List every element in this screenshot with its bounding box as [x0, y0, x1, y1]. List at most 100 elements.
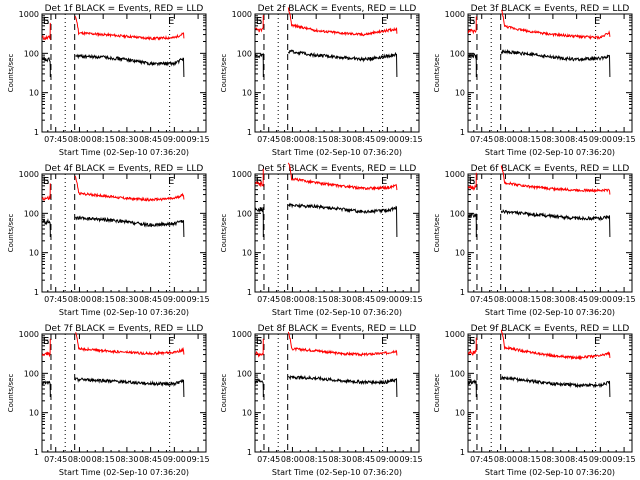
y-tick-label: 1000 — [445, 10, 465, 19]
y-tick-label: 100 — [450, 49, 465, 58]
y-tick-label: 10 — [242, 409, 252, 418]
x-tick-label: 09:15 — [400, 455, 423, 464]
series-events — [254, 49, 398, 78]
plot-frame — [254, 333, 420, 453]
y-tick-label: 1000 — [232, 170, 252, 179]
x-tick-label: 07:45 — [257, 295, 280, 304]
x-tick-label: 08:15 — [518, 295, 541, 304]
plot-frame — [254, 13, 420, 133]
series-lld — [41, 175, 185, 202]
marker-e: E — [594, 176, 600, 187]
marker-s: S — [469, 176, 475, 187]
x-tick-label: 08:15 — [92, 135, 115, 144]
x-tick-label: 08:30 — [328, 455, 351, 464]
y-axis-label: Counts/sec — [7, 54, 15, 93]
marker-e-left: E — [256, 336, 262, 347]
panel-title: Det 1f BLACK = Events, RED = LLD — [45, 4, 204, 14]
x-tick-label: 08:15 — [305, 455, 328, 464]
x-tick-label: 07:45 — [44, 135, 67, 144]
panel-title: Det 7f BLACK = Events, RED = LLD — [45, 324, 204, 334]
x-tick-label: 08:30 — [541, 295, 564, 304]
x-tick-label: 07:45 — [470, 295, 493, 304]
x-tick-label: 07:45 — [470, 455, 493, 464]
y-tick-label: 100 — [450, 369, 465, 378]
x-tick-label: 09:15 — [187, 295, 210, 304]
marker-s: S — [469, 16, 475, 27]
panel-det-4f: Det 4f BLACK = Events, RED = LLD 1 10 100 10… — [7, 164, 210, 317]
y-tick-label: 100 — [450, 209, 465, 218]
x-tick-label: 09:15 — [613, 135, 636, 144]
x-tick-label: 08:30 — [115, 295, 138, 304]
panel-title: Det 4f BLACK = Events, RED = LLD — [45, 164, 204, 174]
x-tick-label: 08:45 — [352, 455, 375, 464]
panel-det-2f: Det 2f BLACK = Events, RED = LLD 1 10 100 10… — [220, 4, 423, 157]
panel-title: Det 2f BLACK = Events, RED = LLD — [258, 4, 417, 14]
y-tick-label: 10 — [455, 409, 465, 418]
x-tick-label: 07:45 — [257, 455, 280, 464]
marker-s: S — [43, 336, 49, 347]
y-axis-label: Counts/sec — [220, 54, 228, 93]
x-axis-label: Start Time (02-Sep-10 07:36:20) — [272, 468, 402, 477]
panel-det-9f: Det 9f BLACK = Events, RED = LLD 1 10 100 10… — [433, 324, 636, 477]
marker-s: S — [256, 16, 262, 27]
marker-e-left: E — [43, 336, 49, 347]
x-tick-label: 08:15 — [518, 135, 541, 144]
y-tick-label: 1 — [34, 448, 39, 457]
y-axis-label: Counts/sec — [7, 374, 15, 413]
y-tick-label: 100 — [237, 369, 252, 378]
marker-s: S — [43, 176, 49, 187]
plot-frame — [41, 13, 207, 133]
y-tick-label: 100 — [237, 49, 252, 58]
panel-det-1f: Det 1f BLACK = Events, RED = LLD 1 10 100 10… — [7, 4, 210, 157]
series-events — [467, 209, 611, 238]
x-tick-label: 08:15 — [305, 295, 328, 304]
x-axis-label: Start Time (02-Sep-10 07:36:20) — [59, 148, 189, 157]
x-tick-label: 09:00 — [589, 135, 612, 144]
marker-e: E — [168, 336, 174, 347]
x-tick-label: 08:45 — [565, 295, 588, 304]
x-tick-label: 08:45 — [139, 455, 162, 464]
marker-e-left: E — [469, 336, 475, 347]
y-tick-label: 1000 — [19, 170, 39, 179]
plot-frame — [467, 333, 633, 453]
x-axis-label: Start Time (02-Sep-10 07:36:20) — [485, 468, 615, 477]
panel-det-5f: Det 5f BLACK = Events, RED = LLD 1 10 100 10… — [220, 162, 423, 317]
series-events — [467, 48, 611, 78]
x-tick-label: 08:30 — [541, 135, 564, 144]
y-tick-label: 10 — [29, 249, 39, 258]
x-tick-label: 08:15 — [92, 455, 115, 464]
marker-e: E — [168, 176, 174, 187]
y-tick-label: 1 — [247, 128, 252, 137]
x-tick-label: 07:45 — [44, 295, 67, 304]
x-tick-label: 08:45 — [139, 135, 162, 144]
panel-det-7f: Det 7f BLACK = Events, RED = LLD 1 10 100 10… — [7, 324, 210, 477]
plot-frame — [467, 173, 633, 293]
x-tick-label: 09:15 — [400, 135, 423, 144]
x-axis-label: Start Time (02-Sep-10 07:36:20) — [272, 148, 402, 157]
series-events — [254, 374, 398, 398]
marker-e: E — [168, 16, 174, 27]
x-tick-label: 09:00 — [163, 135, 186, 144]
x-tick-label: 08:45 — [565, 135, 588, 144]
panel-det-6f: Det 6f BLACK = Events, RED = LLD 1 10 100 10… — [433, 164, 636, 317]
series-lld — [255, 331, 398, 358]
y-axis-label: Counts/sec — [220, 214, 228, 253]
y-tick-label: 10 — [29, 409, 39, 418]
marker-e: E — [381, 16, 387, 27]
y-tick-label: 10 — [455, 89, 465, 98]
x-tick-label: 08:45 — [565, 455, 588, 464]
panel-det-8f: Det 8f BLACK = Events, RED = LLD 1 10 100 10… — [220, 324, 423, 477]
x-tick-label: 09:00 — [376, 455, 399, 464]
y-tick-label: 1000 — [232, 330, 252, 339]
panel-title: Det 3f BLACK = Events, RED = LLD — [471, 4, 630, 14]
x-axis-label: Start Time (02-Sep-10 07:36:20) — [59, 468, 189, 477]
plot-frame — [254, 173, 420, 293]
y-axis-label: Counts/sec — [220, 374, 228, 413]
x-tick-label: 09:15 — [187, 135, 210, 144]
x-tick-label: 08:30 — [115, 135, 138, 144]
plot-frame — [41, 333, 207, 453]
x-tick-label: 08:30 — [115, 455, 138, 464]
marker-e-left: E — [43, 176, 49, 187]
series-lld — [467, 9, 611, 40]
